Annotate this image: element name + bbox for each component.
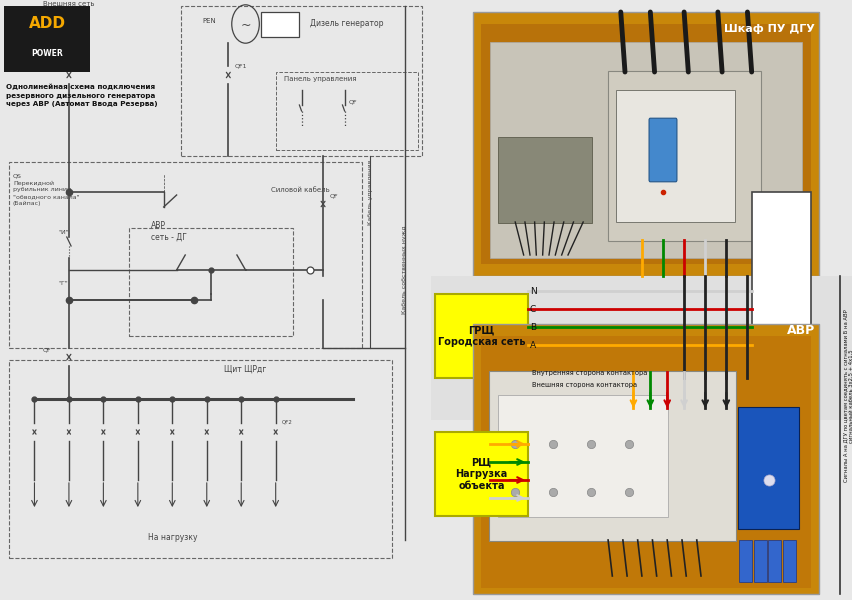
FancyBboxPatch shape [616,89,734,222]
FancyBboxPatch shape [737,407,798,529]
Text: Шкаф ПУ ДГУ: Шкаф ПУ ДГУ [723,24,814,34]
Text: ADD: ADD [29,16,66,31]
Text: Дизель генератор: Дизель генератор [310,19,383,28]
Text: РЩ
Нагрузка
объекта: РЩ Нагрузка объекта [455,457,507,491]
Text: "И": "И" [58,230,69,235]
FancyBboxPatch shape [752,540,766,582]
Text: N: N [529,286,536,295]
Text: Однолинейная схема подключения
резервного дизельного генератора
через АВР (Автом: Однолинейная схема подключения резервног… [7,84,158,107]
Text: На нагрузку: На нагрузку [147,533,197,542]
Text: Кабель собственных нужд: Кабель собственных нужд [402,226,407,314]
Text: Внешняя сторона контактора: Внешняя сторона контактора [532,382,636,388]
FancyBboxPatch shape [489,42,802,258]
Text: QF2: QF2 [282,419,293,424]
FancyBboxPatch shape [472,12,818,276]
Text: "Г": "Г" [58,281,68,286]
FancyBboxPatch shape [607,71,760,241]
Text: QF: QF [43,347,52,352]
Text: C: C [529,304,536,313]
Text: QS
Перекидной
рубильник линии
"обводного канала"
(Байпас): QS Перекидной рубильник линии "обводного… [13,174,79,206]
Text: QF: QF [75,63,83,68]
Text: Щит ЩРдг: Щит ЩРдг [224,365,266,374]
Text: QF1: QF1 [234,63,247,68]
Text: АВР
сеть - ДГ: АВР сеть - ДГ [151,221,187,242]
Text: ГРЩ
Городская сеть: ГРЩ Городская сеть [437,325,525,347]
FancyBboxPatch shape [751,192,809,420]
FancyBboxPatch shape [488,371,734,541]
FancyBboxPatch shape [4,6,90,72]
FancyBboxPatch shape [768,540,780,582]
FancyBboxPatch shape [481,24,809,264]
FancyBboxPatch shape [648,118,676,182]
Text: Кабель управления: Кабель управления [367,160,372,224]
FancyBboxPatch shape [498,395,667,517]
FancyBboxPatch shape [430,276,852,420]
Text: A: A [529,340,536,349]
FancyBboxPatch shape [261,12,299,37]
FancyBboxPatch shape [435,432,527,516]
Text: QF: QF [329,194,337,199]
Text: Сигналы А на ДГУ по цветам соединять с сигналами Б на АВР
сигнальный кабель 3х2,: Сигналы А на ДГУ по цветам соединять с с… [843,310,852,482]
FancyBboxPatch shape [435,294,527,378]
FancyBboxPatch shape [481,336,809,588]
Text: QF: QF [348,99,357,104]
Text: Силовой кабель: Силовой кабель [271,187,330,193]
Text: B: B [529,323,536,331]
Text: PEN: PEN [202,18,216,24]
Text: ~: ~ [240,19,250,32]
FancyBboxPatch shape [782,540,795,582]
FancyBboxPatch shape [738,540,751,582]
Text: POWER: POWER [32,49,63,58]
FancyBboxPatch shape [472,324,818,594]
Text: АВР: АВР [786,324,814,337]
Text: Панель управления: Панель управления [284,76,356,82]
Text: Внутренняя сторона контактора: Внутренняя сторона контактора [532,370,647,376]
Text: Внешняя сеть: Внешняя сеть [43,1,95,7]
FancyBboxPatch shape [498,137,591,223]
